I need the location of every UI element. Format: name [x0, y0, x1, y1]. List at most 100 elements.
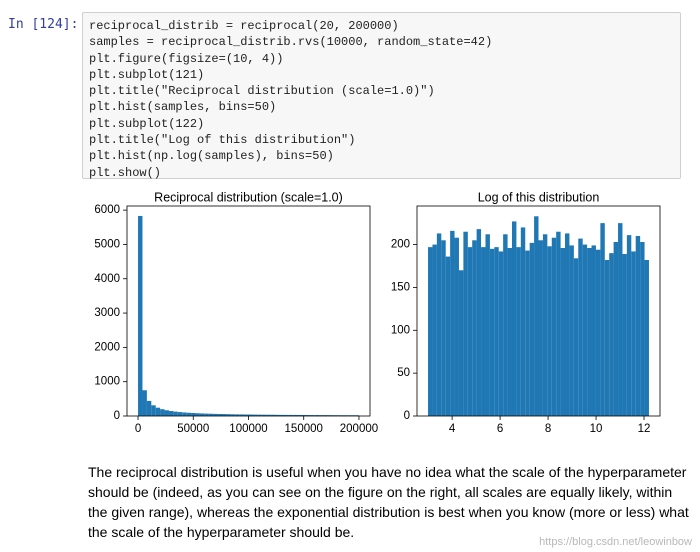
histogram-bar	[221, 414, 227, 416]
histogram-bar	[239, 414, 245, 416]
code-line: plt.figure(figsize=(10, 4))	[89, 51, 284, 66]
histogram-bar	[618, 223, 623, 416]
code-line: plt.hist(np.log(samples), bins=50)	[89, 149, 334, 164]
chart-title: Log of this distribution	[478, 190, 600, 204]
x-tick-label: 50000	[177, 423, 209, 435]
histogram-bar	[173, 411, 178, 416]
histogram-bar	[498, 251, 504, 416]
histogram-bar	[595, 249, 601, 416]
axes-frame	[416, 205, 661, 417]
histogram-bar	[226, 414, 231, 416]
histogram-bar	[591, 245, 596, 416]
y-tick-label: 100	[391, 324, 410, 336]
x-tick-label: 8	[545, 423, 551, 435]
histogram-bar	[275, 414, 280, 416]
y-tick-label: 5000	[94, 238, 120, 250]
histogram-bar	[613, 242, 619, 416]
histogram-bar	[609, 253, 614, 416]
histogram-bar	[556, 231, 561, 416]
markdown-text: The reciprocal distribution is useful wh…	[88, 464, 689, 540]
histogram-bar	[511, 221, 517, 416]
y-tick-label: 1000	[94, 376, 120, 388]
histogram-bar	[573, 258, 579, 416]
histogram-bar	[235, 414, 240, 416]
histogram-bar	[195, 413, 200, 416]
histogram-bar	[332, 415, 337, 416]
histogram-bar	[266, 414, 271, 416]
code-line: plt.subplot(121)	[89, 67, 205, 82]
histogram-bar	[463, 231, 468, 416]
histogram-bar	[217, 413, 222, 416]
histogram-bar	[301, 415, 306, 416]
cell-prompt: In [124]:	[8, 17, 79, 32]
histogram-bar	[640, 242, 645, 416]
histogram-bar	[199, 413, 205, 416]
x-tick-label: 6	[497, 423, 503, 435]
histogram-bar	[164, 410, 169, 416]
histogram-bar	[283, 414, 289, 416]
histogram-bar	[565, 233, 570, 416]
figure: 0 50000 100000 150000 2000000100020003000400…	[94, 190, 661, 435]
histogram-bar	[542, 234, 548, 416]
histogram-bar	[177, 412, 183, 416]
x-tick-label: 150000	[285, 423, 323, 435]
histogram-bar	[252, 414, 258, 416]
y-tick-label: 3000	[94, 307, 120, 319]
histogram-bar	[578, 238, 583, 416]
histogram-bar	[182, 412, 187, 416]
histogram-bar	[244, 414, 249, 416]
histogram-bar	[635, 236, 641, 416]
histogram-bar	[644, 260, 649, 416]
histogram-bar	[481, 247, 486, 416]
histogram-bar	[445, 256, 451, 416]
histogram-bar	[458, 270, 464, 416]
code-line: plt.title("Reciprocal distribution (scal…	[89, 84, 435, 99]
histogram-bar	[186, 412, 192, 416]
histogram-bar	[454, 237, 459, 416]
axes-frame	[126, 205, 371, 417]
histogram-bar	[582, 244, 588, 416]
histogram-bar	[476, 229, 482, 416]
histogram-bar	[155, 407, 161, 416]
y-tick-label: 2000	[94, 341, 120, 353]
x-tick-label: 12	[638, 423, 651, 435]
histogram-bar	[204, 413, 209, 416]
histogram-bar	[310, 415, 315, 416]
histogram-bar	[600, 223, 605, 416]
histogram-bar	[525, 250, 530, 416]
y-tick-label: 50	[397, 367, 410, 379]
y-tick-label: 4000	[94, 273, 120, 285]
histogram-bar	[503, 234, 508, 416]
histogram-bar	[472, 240, 477, 416]
histogram-bar	[323, 415, 329, 416]
histogram-bar	[138, 215, 143, 416]
histogram-bar	[208, 413, 214, 416]
y-tick-label: 0	[114, 410, 120, 422]
histogram-bar	[626, 235, 632, 416]
histogram-bar	[507, 248, 512, 416]
histogram-bar	[336, 415, 342, 416]
histogram-bar	[230, 414, 236, 416]
histogram-bar	[569, 245, 574, 416]
histogram-bar	[261, 414, 267, 416]
histogram-bar	[551, 237, 557, 416]
code-line: plt.title("Log of this distribution")	[89, 133, 356, 148]
histogram-bar	[288, 414, 293, 416]
histogram-bar	[248, 414, 253, 416]
histogram-bar	[494, 247, 499, 416]
histogram-bar	[319, 415, 324, 416]
code-line: plt.show()	[89, 165, 162, 180]
watermark: https://blog.csdn.net/leowinbow	[539, 536, 692, 548]
histogram-bar	[279, 414, 284, 416]
histogram-bar	[146, 400, 152, 416]
histogram-bar	[441, 240, 446, 416]
histogram-bar	[191, 413, 196, 416]
histogram-bar	[270, 414, 276, 416]
histogram-bar	[622, 254, 627, 416]
x-tick-label: 100000	[229, 423, 267, 435]
code-cell[interactable]: reciprocal_distrib = reciprocal(20, 2000…	[82, 12, 681, 180]
histogram-bar	[142, 390, 147, 416]
histogram-bar	[450, 230, 455, 416]
x-tick-label: 200000	[340, 423, 378, 435]
